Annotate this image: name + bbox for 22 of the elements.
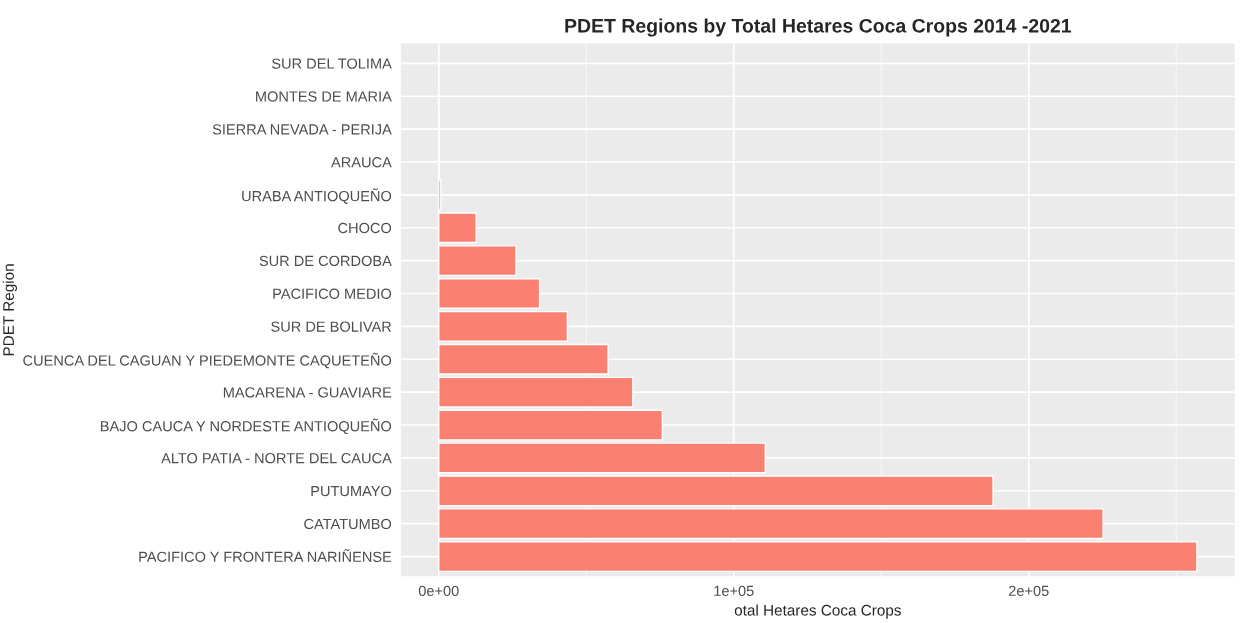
y-tick-label: CATATUMBO [304,518,392,530]
x-axis-title: otal Hetares Coca Crops [734,604,901,619]
y-tick-label: CHOCO [338,222,392,234]
y-tick-label: ARAUCA [331,157,392,168]
y-tick-label: URABA ANTIOQUEÑO [242,188,392,204]
x-tick-label: 1e+05 [714,585,754,597]
y-tick-label: CUENCA DEL CAGUAN Y PIEDEMONTE CAQUETEÑO [23,352,392,369]
y-tick-label: PACIFICO Y FRONTERA NARIÑENSE [139,549,392,562]
y-tick-label: SIERRA NEVADA - PERIJA [212,124,392,135]
y-tick-label: ALTO PATIA - NORTE DEL CAUCA [161,453,392,464]
x-tick-label: 2e+05 [1009,585,1049,597]
x-tick-label: 0e+00 [418,585,459,597]
y-tick-label: MACARENA - GUAVIARE [223,387,392,398]
y-tick-label: SUR DE CORDOBA [259,255,392,267]
y-tick-label: BAJO CAUCA Y NORDESTE ANTIOQUEÑO [100,418,392,435]
y-tick-label: SUR DEL TOLIMA [271,58,392,69]
y-tick-label: PUTUMAYO [311,485,392,497]
y-tick-label: SUR DE BOLIVAR [271,321,392,332]
y-tick-label: MONTES DE MARIA [256,91,392,102]
y-axis-title: PDET Region [2,264,17,356]
chart-title: PDET Regions by Total Hetares Coca Crops 2014 -2021 [565,18,1072,37]
y-tick-label: PACIFICO MEDIO [273,288,392,299]
